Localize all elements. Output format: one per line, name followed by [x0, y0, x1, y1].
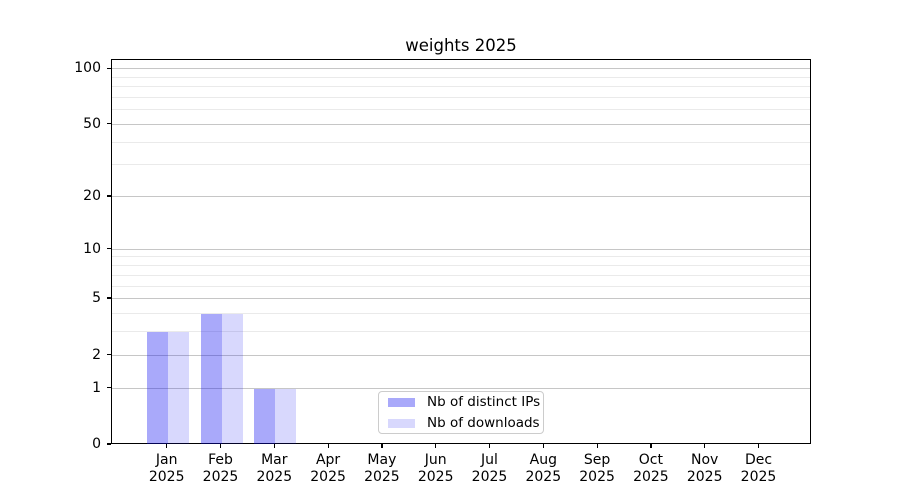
x-tick-mark [488, 444, 491, 448]
x-tick-mark [596, 444, 598, 448]
y-tick-mark [107, 297, 111, 299]
minor-gridline [112, 76, 810, 78]
x-tick-month: Sep [583, 452, 611, 468]
x-tick-label: Dec 2025 [729, 452, 789, 486]
x-tick-month: Feb [208, 452, 233, 468]
x-tick-month: Jul [481, 452, 498, 468]
x-tick-month: Nov [691, 452, 719, 468]
x-tick-label: Apr 2025 [298, 452, 358, 486]
y-tick-label: 1 [92, 379, 101, 396]
x-tick-month: Mar [261, 452, 288, 468]
y-tick-mark [107, 67, 111, 69]
x-tick-label: Jul 2025 [460, 452, 520, 486]
major-gridline [112, 196, 810, 198]
x-tick-year: 2025 [525, 469, 562, 485]
y-tick-mark [107, 195, 111, 197]
x-tick-label: Nov 2025 [675, 452, 735, 486]
x-tick-mark [704, 444, 706, 448]
x-tick-month: Oct [638, 452, 663, 468]
x-tick-mark [435, 444, 437, 448]
x-tick-label: May 2025 [352, 452, 412, 486]
x-tick-mark [327, 444, 329, 448]
minor-gridline [112, 285, 810, 287]
bar-distinct-ips [146, 332, 168, 444]
legend-swatch [388, 397, 415, 407]
x-tick-year: 2025 [579, 469, 615, 485]
minor-gridline [112, 96, 810, 98]
y-tick-label: 10 [83, 240, 101, 257]
y-tick-label: 2 [92, 346, 101, 363]
y-tick-label: 0 [92, 436, 101, 452]
x-tick-month: Aug [529, 452, 557, 468]
x-tick-month: May [367, 452, 397, 468]
x-tick-year: 2025 [633, 469, 669, 485]
x-tick-year: 2025 [740, 469, 777, 485]
y-tick-label: 50 [83, 115, 101, 132]
y-tick-mark [107, 443, 111, 445]
legend: Nb of distinct IPs Nb of downloads [378, 391, 544, 434]
minor-gridline [112, 141, 810, 143]
legend-item: Nb of distinct IPs [388, 394, 540, 410]
bar-downloads [275, 388, 297, 444]
bar-downloads [167, 332, 189, 444]
x-tick-mark [542, 444, 544, 448]
y-tick-mark [107, 353, 111, 356]
x-tick-month: Jan [155, 452, 178, 468]
x-tick-mark [219, 444, 222, 448]
bar-downloads [221, 313, 243, 444]
legend-label: Nb of downloads [427, 415, 540, 431]
legend-swatch [388, 418, 415, 428]
x-tick-label: Sep 2025 [567, 452, 627, 486]
x-tick-mark [166, 444, 168, 448]
x-tick-month: Dec [744, 452, 773, 468]
x-tick-year: 2025 [686, 469, 723, 485]
bar-distinct-ips [254, 388, 276, 444]
major-gridline [112, 354, 810, 356]
minor-gridline [112, 274, 810, 276]
major-gridline [112, 123, 810, 125]
x-tick-mark [650, 444, 652, 448]
y-tick-label: 100 [74, 60, 101, 77]
minor-gridline [112, 256, 810, 258]
minor-gridline [112, 109, 810, 111]
x-tick-year: 2025 [417, 469, 454, 485]
x-tick-label: Aug 2025 [513, 452, 573, 486]
x-tick-year: 2025 [148, 469, 185, 485]
x-tick-mark [381, 444, 383, 448]
minor-gridline [112, 86, 810, 88]
minor-gridline [112, 265, 810, 267]
x-tick-month: Jun [424, 452, 447, 468]
major-gridline [112, 298, 810, 300]
x-tick-label: Mar 2025 [244, 452, 304, 486]
x-tick-month: Apr [315, 452, 341, 468]
bar-distinct-ips [200, 313, 222, 444]
major-gridline [112, 387, 810, 389]
x-tick-year: 2025 [471, 469, 508, 485]
major-gridline [112, 68, 810, 70]
x-tick-mark [757, 444, 760, 448]
major-gridline [112, 248, 810, 250]
x-tick-year: 2025 [310, 469, 346, 485]
y-tick-label: 20 [83, 188, 101, 205]
y-tick-label: 5 [92, 290, 101, 307]
minor-gridline [112, 312, 810, 314]
minor-gridline [112, 164, 810, 166]
legend-label: Nb of distinct IPs [427, 394, 541, 410]
y-tick-mark [107, 248, 111, 250]
x-tick-year: 2025 [202, 469, 239, 485]
x-tick-label: Jun 2025 [406, 452, 466, 486]
x-tick-label: Jan 2025 [137, 452, 197, 486]
chart-title: weights 2025 [405, 36, 517, 55]
plot-area [111, 59, 811, 444]
x-tick-mark [273, 444, 275, 448]
minor-gridline [112, 331, 810, 333]
y-tick-mark [107, 386, 111, 389]
legend-item: Nb of downloads [388, 415, 540, 431]
x-tick-label: Feb 2025 [191, 452, 251, 486]
x-tick-year: 2025 [256, 469, 293, 485]
x-tick-label: Oct 2025 [621, 452, 681, 486]
x-tick-year: 2025 [364, 469, 400, 485]
y-tick-mark [107, 123, 111, 125]
